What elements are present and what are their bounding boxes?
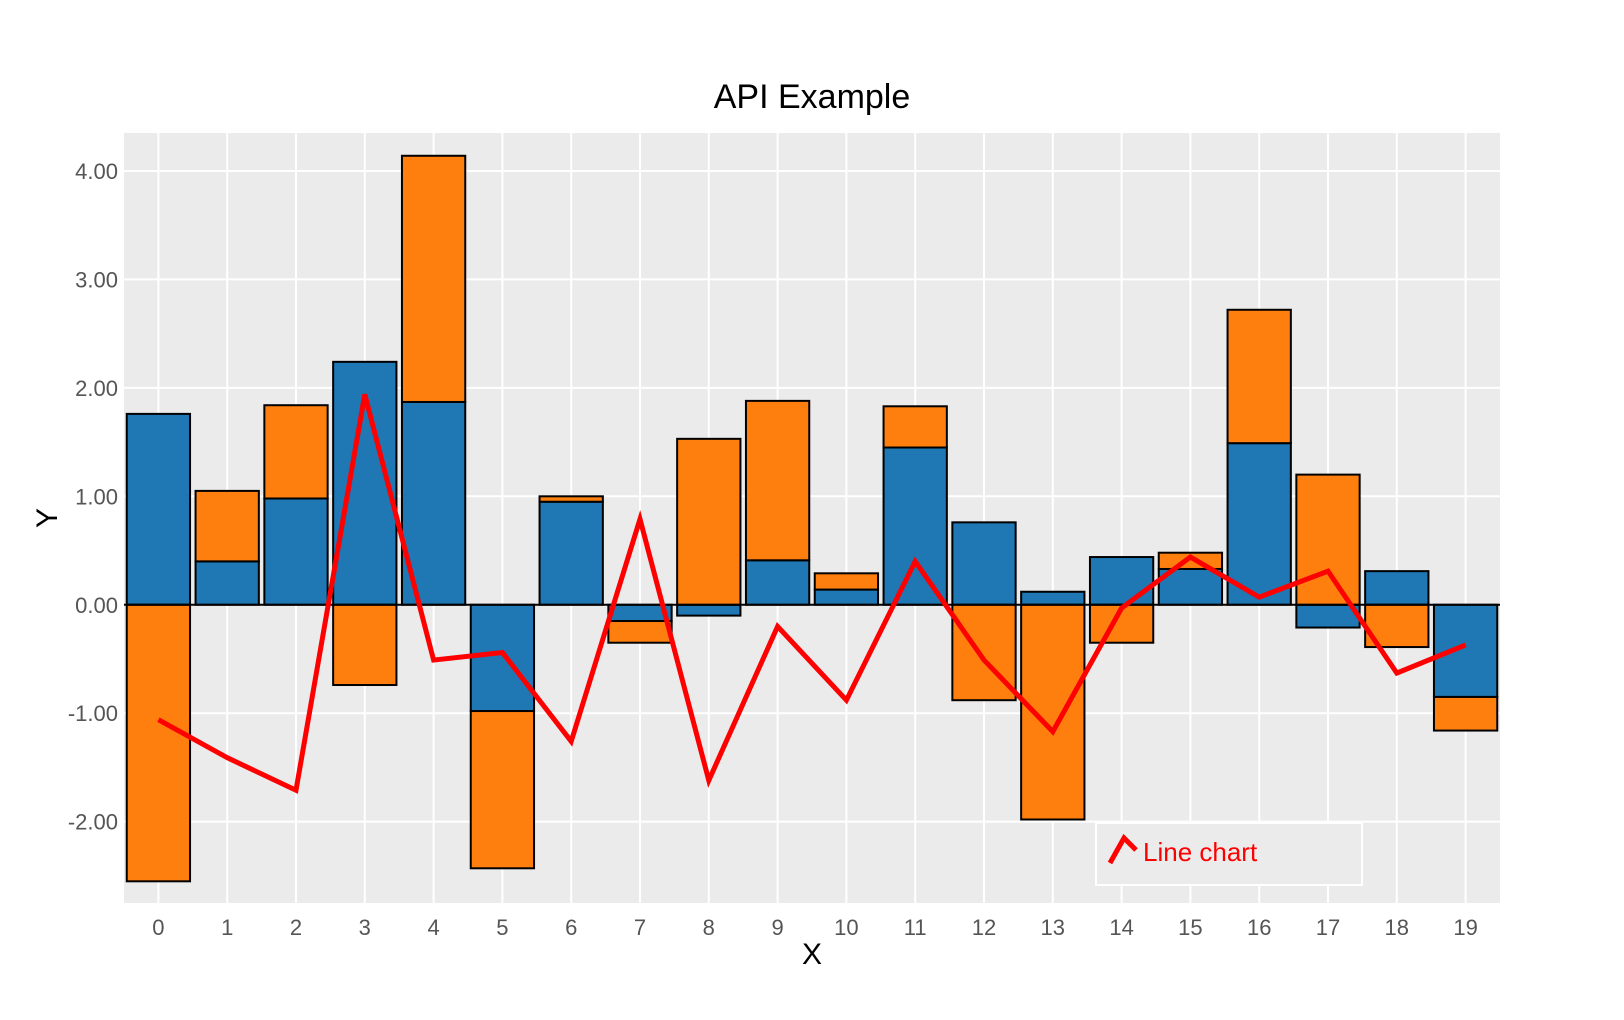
bar-orange-9 (744, 399, 811, 562)
bar-orange-10 (813, 572, 880, 591)
x-tick-label: 13 (1041, 915, 1065, 940)
bar-blue-12 (951, 521, 1017, 606)
bar-orange-6 (538, 495, 604, 503)
bar-orange-3 (332, 603, 398, 687)
x-tick-label: 8 (703, 915, 715, 940)
y-tick-label: 2.00 (75, 376, 118, 401)
x-axis-title: X (802, 938, 822, 971)
x-tick-label: 10 (834, 915, 858, 940)
bar-blue-16 (1226, 442, 1292, 606)
x-tick-label: 16 (1247, 915, 1271, 940)
x-tick-label: 5 (496, 915, 508, 940)
x-tick-label: 11 (904, 915, 927, 940)
x-tick-label: 9 (771, 915, 783, 940)
y-axis-title: Y (31, 508, 64, 528)
y-tick-label: -2.00 (68, 810, 118, 835)
bar-blue-10 (813, 588, 880, 606)
bar-blue-14 (1088, 556, 1155, 606)
bar-orange-17 (1295, 473, 1361, 606)
x-tick-label: 4 (427, 915, 439, 940)
y-tick-label: 0.00 (75, 593, 118, 618)
bar-orange-13 (1020, 603, 1086, 821)
bar-blue-8 (676, 603, 742, 617)
y-tick-label: 3.00 (75, 267, 118, 292)
legend-box (1095, 822, 1363, 886)
bar-blue-11 (882, 446, 948, 606)
bar-blue-5 (469, 603, 536, 713)
bar-blue-2 (263, 497, 329, 606)
bar-orange-5 (469, 710, 536, 870)
x-tick-label: 2 (290, 915, 302, 940)
x-tick-label: 7 (634, 915, 646, 940)
bar-blue-18 (1364, 570, 1430, 606)
x-tick-label: 19 (1453, 915, 1477, 940)
x-tick-label: 18 (1385, 915, 1409, 940)
bar-blue-9 (744, 559, 811, 606)
bar-blue-19 (1432, 603, 1499, 698)
line-series (157, 393, 1467, 794)
bar-blue-0 (125, 412, 192, 606)
x-tick-label: 1 (221, 915, 233, 940)
bar-orange-0 (125, 603, 192, 883)
bar-orange-7 (607, 620, 673, 644)
legend-label-line-chart: Line chart (1143, 837, 1258, 867)
bar-orange-4 (400, 154, 467, 403)
legend[interactable]: Line chart (1095, 822, 1363, 886)
bar-orange-19 (1432, 695, 1499, 732)
plot-background (124, 133, 1500, 903)
bar-blue-13 (1020, 590, 1086, 606)
bar-blue-1 (194, 560, 260, 606)
x-tick-labels: 0 1 2 3 4 5 6 7 8 9 10 11 12 13 14 15 16 17 18 19 (152, 915, 1478, 940)
y-tick-label: 4.00 (75, 159, 118, 184)
bar-orange-11 (882, 405, 948, 449)
bar-orange-16 (1226, 308, 1292, 445)
bar-blue-6 (538, 500, 604, 606)
x-tick-label: 14 (1109, 915, 1133, 940)
x-tick-label: 17 (1316, 915, 1340, 940)
bar-orange-8 (676, 437, 742, 606)
y-tick-label: 1.00 (75, 484, 118, 509)
x-tick-label: 3 (359, 915, 371, 940)
chart-title: API Example (714, 78, 911, 116)
bar-orange-2 (263, 404, 329, 500)
x-tick-label: 12 (972, 915, 996, 940)
y-tick-label: -1.00 (68, 701, 118, 726)
x-tick-label: 15 (1178, 915, 1202, 940)
y-tick-labels: 4.00 3.00 2.00 1.00 0.00 -1.00 -2.00 (68, 159, 118, 835)
x-tick-label: 6 (565, 915, 577, 940)
bar-orange-1 (194, 489, 260, 563)
x-tick-label: 0 (152, 915, 164, 940)
line-chart-legend-icon (1107, 833, 1138, 865)
